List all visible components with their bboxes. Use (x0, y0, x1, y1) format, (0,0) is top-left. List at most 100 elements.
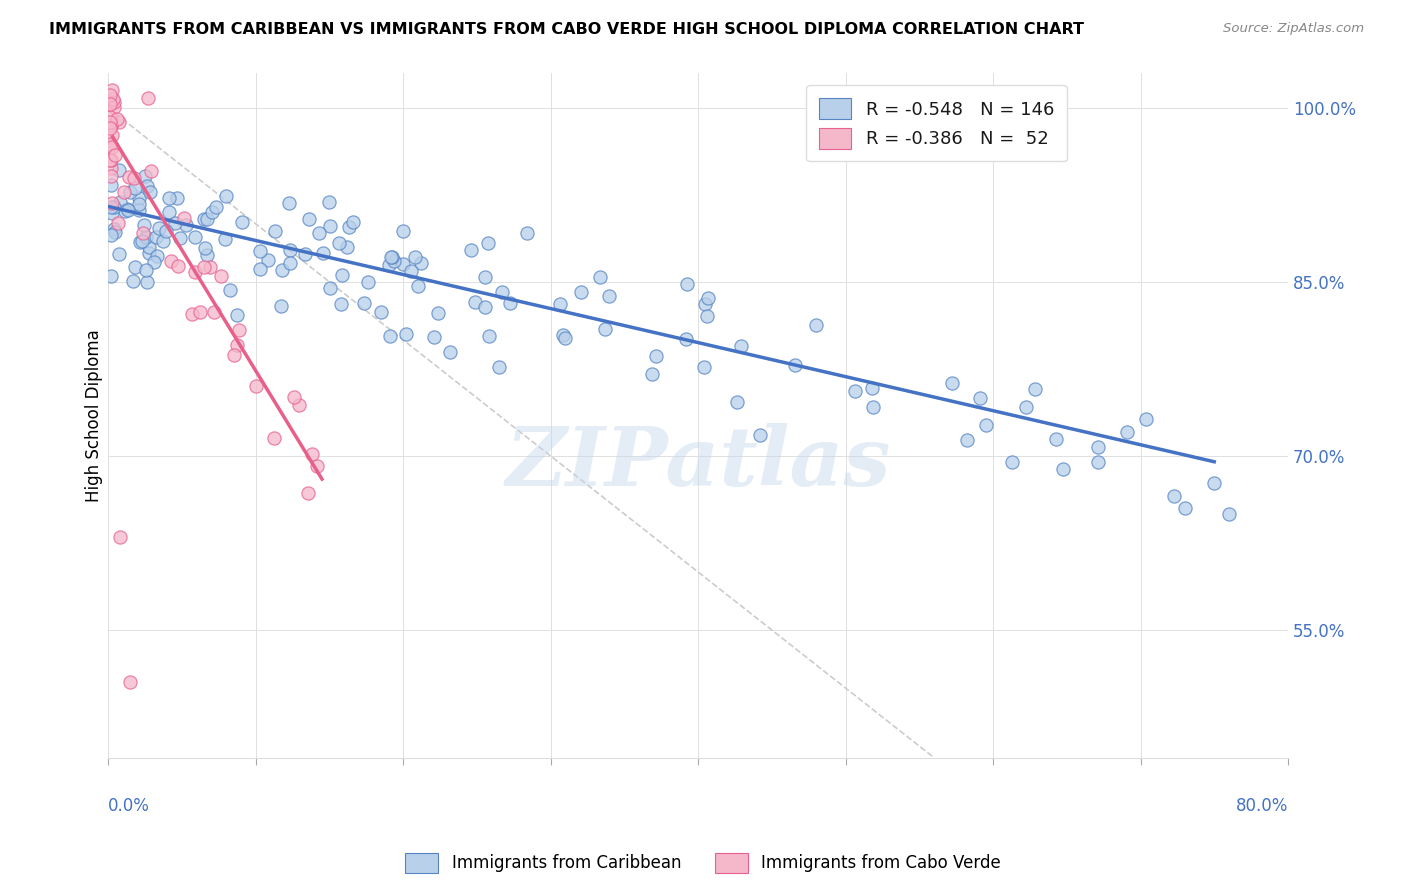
Point (270, 299, 292, 313)
Point (193, 241, 215, 255)
Point (118, 169, 141, 184)
Point (337, 219, 360, 234)
Point (956, 433, 979, 447)
Point (328, 236, 350, 251)
Point (342, 215, 364, 229)
Point (439, 344, 461, 359)
Point (278, 196, 301, 211)
Point (554, 331, 576, 345)
Point (357, 275, 380, 289)
Point (676, 277, 699, 291)
Point (1014, 400, 1036, 414)
Point (263, 224, 285, 238)
Point (1024, 382, 1046, 396)
Text: 80.0%: 80.0% (1236, 797, 1288, 814)
Point (100, 128, 122, 142)
Point (1135, 411, 1157, 425)
Point (100, 161, 122, 176)
Point (353, 295, 375, 310)
Point (231, 215, 253, 229)
Point (391, 257, 413, 271)
Point (98, 87, 121, 102)
Point (122, 274, 145, 288)
Point (1163, 489, 1185, 503)
Point (693, 360, 716, 375)
Legend: R = -0.548   N = 146, R = -0.386   N =  52: R = -0.548 N = 146, R = -0.386 N = 52 (806, 86, 1067, 161)
Point (157, 190, 180, 204)
Point (100, 153, 122, 168)
Point (143, 255, 166, 269)
Point (98, 120, 121, 135)
Point (1116, 425, 1139, 439)
Point (382, 254, 405, 268)
Point (380, 328, 402, 343)
Text: ZIPatlas: ZIPatlas (505, 423, 891, 503)
Point (696, 309, 718, 323)
Point (697, 291, 720, 305)
Point (138, 245, 160, 260)
Point (318, 194, 340, 209)
Point (589, 270, 612, 285)
Point (222, 348, 245, 362)
Point (139, 164, 162, 178)
Point (478, 329, 501, 343)
Point (336, 240, 359, 254)
Point (311, 246, 333, 260)
Y-axis label: High School Diploma: High School Diploma (86, 329, 103, 501)
Point (332, 268, 354, 282)
Point (969, 391, 991, 405)
Point (249, 261, 271, 276)
Point (155, 224, 177, 238)
Point (101, 195, 124, 210)
Point (103, 100, 125, 114)
Point (785, 358, 807, 372)
Text: Source: ZipAtlas.com: Source: ZipAtlas.com (1223, 22, 1364, 36)
Point (131, 226, 153, 240)
Point (297, 486, 319, 500)
Point (202, 305, 225, 319)
Point (516, 226, 538, 240)
Point (100, 227, 122, 242)
Point (122, 171, 145, 186)
Point (105, 112, 128, 127)
Point (157, 205, 180, 219)
Point (278, 243, 301, 257)
Point (167, 259, 190, 273)
Point (104, 225, 127, 239)
Point (941, 376, 963, 391)
Point (108, 530, 131, 544)
Point (464, 295, 486, 310)
Point (730, 339, 752, 353)
Point (1052, 462, 1074, 476)
Point (128, 203, 150, 218)
Text: 0.0%: 0.0% (108, 797, 150, 814)
Point (169, 231, 191, 245)
Point (406, 279, 429, 293)
Point (409, 256, 432, 270)
Point (395, 327, 418, 342)
Point (135, 263, 157, 277)
Point (330, 297, 353, 311)
Point (1087, 455, 1109, 469)
Point (100, 206, 122, 220)
Point (370, 304, 392, 318)
Point (138, 240, 160, 254)
Point (173, 211, 195, 225)
Point (101, 139, 124, 153)
Point (108, 194, 131, 209)
Point (195, 247, 218, 261)
Point (120, 675, 142, 690)
Point (132, 219, 155, 233)
Point (806, 318, 828, 332)
Text: IMMIGRANTS FROM CARIBBEAN VS IMMIGRANTS FROM CABO VERDE HIGH SCHOOL DIPLOMA CORR: IMMIGRANTS FROM CARIBBEAN VS IMMIGRANTS … (49, 22, 1084, 37)
Point (209, 268, 232, 283)
Point (107, 246, 129, 260)
Point (101, 92, 124, 106)
Point (98, 137, 121, 152)
Point (100, 119, 122, 133)
Point (474, 269, 496, 284)
Point (100, 169, 122, 184)
Point (183, 265, 205, 279)
Point (675, 332, 697, 346)
Point (298, 212, 321, 227)
